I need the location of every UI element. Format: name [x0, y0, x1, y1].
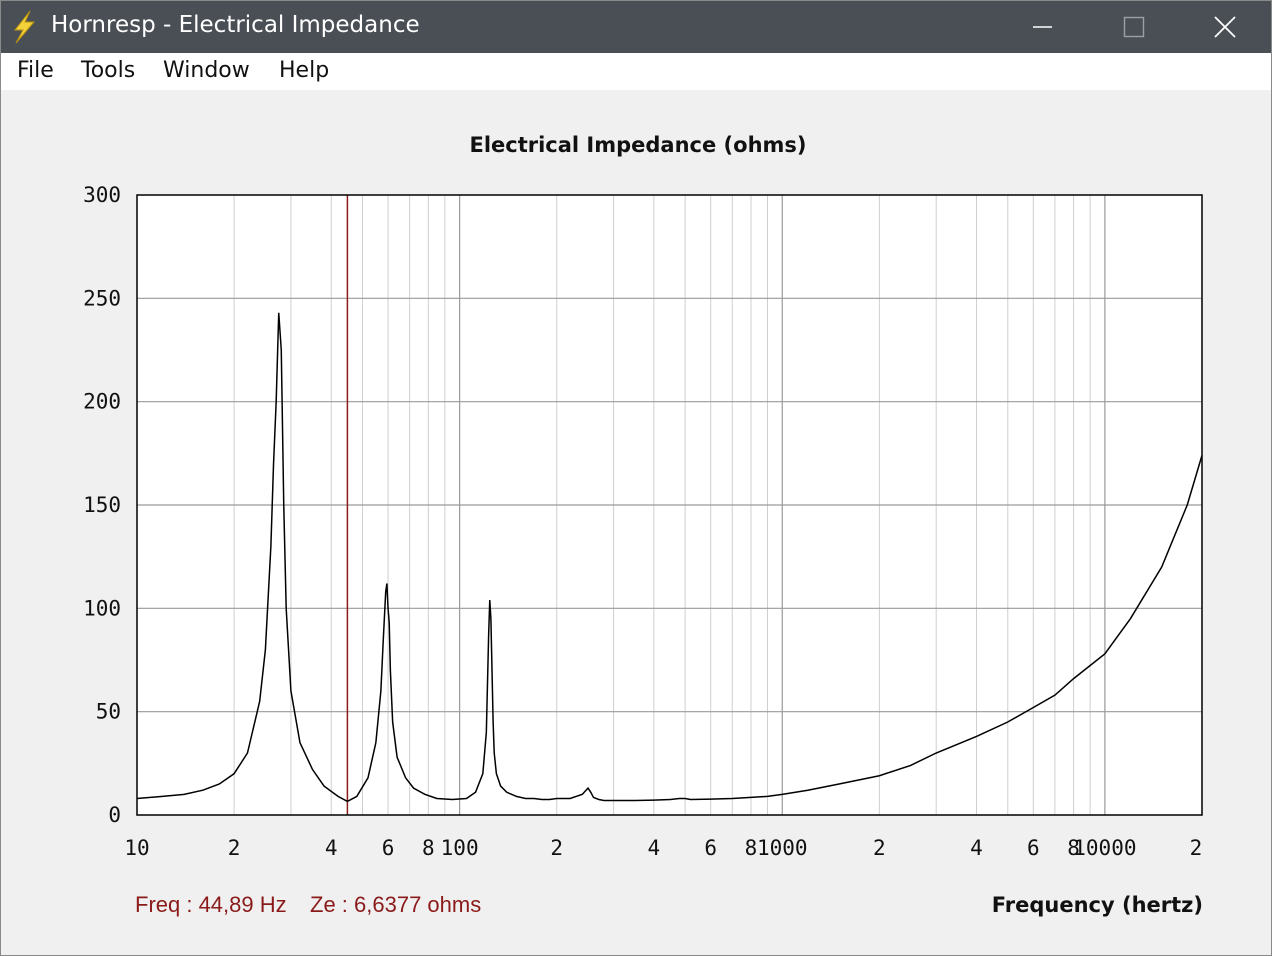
menu-tools[interactable]: Tools [81, 58, 136, 83]
minimize-button[interactable] [999, 1, 1089, 53]
grid-lines [137, 195, 1202, 815]
series-impedance [136, 312, 1203, 803]
x-tick-label: 4 [325, 836, 338, 860]
y-tick-labels: 0 50 100 150 200 250 300 [83, 183, 121, 827]
x-tick-label: 2 [1190, 836, 1203, 860]
title-bar[interactable]: Hornresp - Electrical Impedance [1, 1, 1271, 53]
x-tick-label: 100 [441, 836, 479, 860]
ze-readout: Ze : 6,6377 ohms [310, 892, 481, 917]
y-tick-label: 150 [83, 493, 121, 517]
x-tick-label: 4 [970, 836, 983, 860]
menu-help[interactable]: Help [279, 58, 330, 83]
lightning-bolt-icon [13, 10, 36, 44]
impedance-chart[interactable]: Electrical Impedance (ohms) 0 50 100 150 200… [1, 90, 1271, 955]
x-tick-label: 8 [745, 836, 758, 860]
minimize-icon [1033, 26, 1052, 28]
plot-frame [136, 194, 1203, 816]
x-tick-label: 2 [228, 836, 241, 860]
y-tick-label: 200 [83, 390, 121, 414]
menu-window[interactable]: Window [163, 58, 250, 83]
menu-file[interactable]: File [17, 58, 54, 83]
x-tick-label: 2 [873, 836, 886, 860]
x-tick-label: 10 [124, 836, 149, 860]
x-tick-label: 1000 [757, 836, 808, 860]
maximize-button[interactable] [1089, 1, 1179, 53]
x-tick-label: 6 [1027, 836, 1040, 860]
freq-readout: Freq : 44,89 Hz [135, 892, 287, 917]
x-tick-label: 6 [704, 836, 717, 860]
close-icon [1214, 16, 1236, 38]
x-tick-label: 10000 [1073, 836, 1136, 860]
x-tick-label: 6 [382, 836, 395, 860]
plot-area[interactable]: Electrical Impedance (ohms) 0 50 100 150 200… [1, 90, 1271, 955]
y-tick-label: 250 [83, 286, 121, 310]
y-tick-label: 300 [83, 183, 121, 207]
x-tick-label: 2 [550, 836, 563, 860]
x-axis-label: Frequency (hertz) [992, 893, 1203, 917]
close-button[interactable] [1179, 1, 1269, 53]
y-tick-label: 50 [96, 700, 121, 724]
y-tick-label: 0 [108, 803, 121, 827]
menu-bar: File Tools Window Help [1, 53, 1271, 90]
window-title: Hornresp - Electrical Impedance [51, 12, 420, 38]
y-tick-label: 100 [83, 596, 121, 620]
x-tick-label: 8 [1067, 836, 1080, 860]
maximize-icon [1123, 16, 1145, 38]
chart-title: Electrical Impedance (ohms) [469, 133, 806, 157]
x-tick-label: 8 [422, 836, 435, 860]
x-tick-label: 4 [648, 836, 661, 860]
